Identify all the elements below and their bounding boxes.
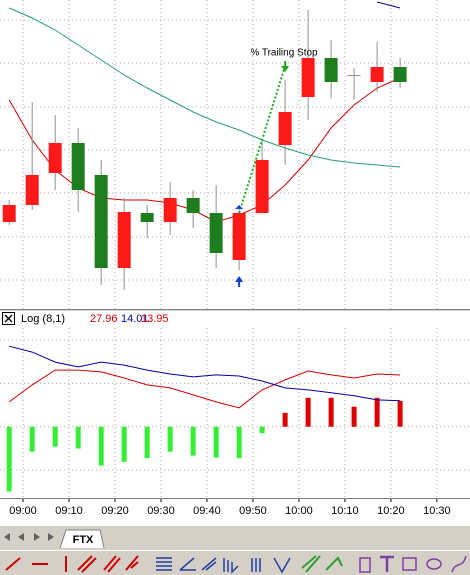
histogram-bar bbox=[167, 426, 173, 452]
histogram-bar bbox=[121, 426, 127, 462]
candle-body bbox=[209, 213, 223, 253]
histogram-bar bbox=[328, 397, 334, 427]
x-tick-label: 10:00 bbox=[285, 505, 313, 517]
indicator-title: Log (8,1) bbox=[21, 313, 65, 325]
histogram-bar bbox=[351, 406, 357, 427]
candle-body bbox=[370, 67, 384, 82]
indicator-value: 14.01 bbox=[121, 313, 149, 325]
price-panel bbox=[0, 0, 470, 309]
x-tick-label: 10:20 bbox=[377, 505, 405, 517]
x-tick-label: 09:00 bbox=[9, 505, 37, 517]
candle-body bbox=[71, 143, 85, 190]
candle-body bbox=[393, 67, 407, 82]
candle-body bbox=[278, 112, 292, 145]
tab-label[interactable]: FTX bbox=[73, 534, 94, 546]
trailing-stop-line bbox=[238, 65, 287, 214]
indicator-value: 13.95 bbox=[141, 313, 169, 325]
histogram-bar bbox=[305, 397, 311, 427]
candle-body bbox=[255, 160, 269, 213]
candle-body bbox=[186, 198, 200, 213]
histogram-bar bbox=[190, 426, 196, 456]
candle-body bbox=[347, 75, 361, 76]
tab-nav[interactable] bbox=[4, 533, 54, 541]
x-tick-label: 09:50 bbox=[239, 505, 267, 517]
candle-body bbox=[25, 175, 39, 205]
stop-arrow bbox=[235, 205, 244, 209]
plots: 09:00 09:10 09:20 09:30 09:40 09:50 10:00 10:10… bbox=[0, 0, 470, 517]
histogram-bar bbox=[144, 426, 150, 459]
x-tick-label: 10:30 bbox=[423, 505, 451, 517]
histogram-bar bbox=[282, 412, 288, 427]
x-tick-label: 10:10 bbox=[331, 505, 359, 517]
toolbar-bg bbox=[0, 550, 470, 575]
candle-body bbox=[2, 205, 16, 222]
stop-arrow bbox=[281, 61, 290, 72]
tab[interactable] bbox=[59, 529, 105, 549]
histogram-bar bbox=[98, 426, 104, 466]
histogram-bar bbox=[374, 397, 380, 427]
indicator-panel bbox=[0, 311, 470, 498]
x-tick-label: 09:20 bbox=[101, 505, 129, 517]
histogram-bar bbox=[6, 426, 12, 492]
annotation: % Trailing Stop bbox=[250, 48, 318, 59]
toolbar bbox=[0, 550, 470, 575]
candle-body bbox=[48, 143, 62, 173]
histogram-bar bbox=[259, 426, 265, 434]
candle-body bbox=[232, 213, 246, 260]
candle-body bbox=[94, 175, 108, 268]
stop-arrow bbox=[235, 276, 244, 287]
line-series bbox=[9, 345, 401, 402]
close-icon bbox=[4, 314, 13, 323]
candle-body bbox=[117, 212, 131, 268]
histogram-bar bbox=[397, 400, 403, 427]
candle-body bbox=[163, 198, 177, 222]
line-series bbox=[376, 1, 401, 9]
toolbar-icons[interactable] bbox=[5, 555, 467, 574]
line-series bbox=[8, 369, 401, 409]
x-tick-label: 09:40 bbox=[193, 505, 221, 517]
x-tick-label: 09:30 bbox=[147, 505, 175, 517]
tab-bar: FTX bbox=[0, 527, 470, 549]
indicator-value: 27.96 bbox=[90, 313, 118, 325]
indicator-header: Log (8,1) 27.96 14.01 13.95 bbox=[2, 312, 169, 325]
histogram-bar bbox=[29, 426, 35, 452]
candle-body bbox=[301, 58, 315, 97]
line-series bbox=[9, 7, 401, 168]
time-axis bbox=[0, 499, 470, 526]
histogram-bar bbox=[236, 426, 242, 459]
histogram-bar bbox=[52, 426, 58, 447]
candle-body bbox=[140, 213, 154, 222]
x-tick-label: 09:10 bbox=[55, 505, 83, 517]
histogram-bar bbox=[213, 426, 219, 458]
tab-strip bbox=[0, 527, 470, 549]
histogram-bar bbox=[75, 426, 81, 449]
candle-body bbox=[324, 58, 338, 82]
